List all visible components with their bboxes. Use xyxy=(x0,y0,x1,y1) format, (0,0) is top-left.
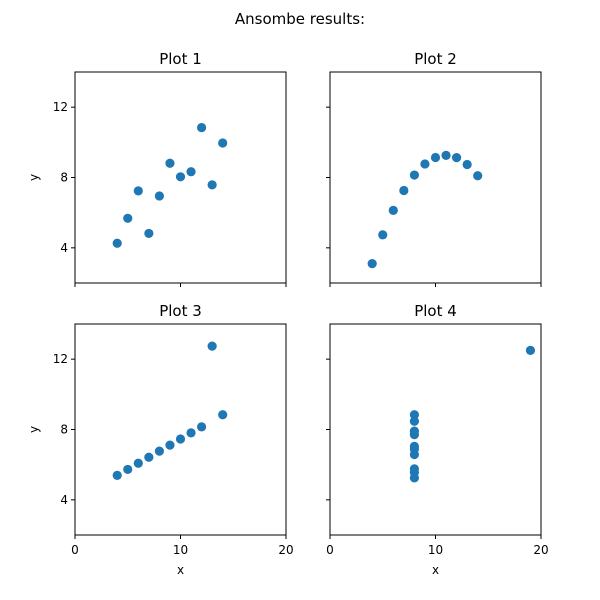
axis-ticks: 0 10 20 4 8 12 xyxy=(53,352,294,557)
scatter-point xyxy=(186,428,196,438)
scatter-point xyxy=(144,228,154,239)
x-tick-label: 20 xyxy=(533,543,548,557)
scatter-point xyxy=(133,186,143,196)
scatter-point xyxy=(409,467,419,478)
x-tick-label: 10 xyxy=(428,543,443,557)
subplot-1: Plot 1 y 4 8 12 xyxy=(27,50,287,287)
x-tick-label: 10 xyxy=(173,543,188,557)
subplot-title: Plot 1 xyxy=(159,50,202,68)
scatter-point xyxy=(409,410,419,420)
x-tick-label: 20 xyxy=(278,543,293,557)
scatter-point xyxy=(399,185,409,196)
scatter-point xyxy=(197,422,207,432)
subplot-3: Plot 3 y x 0 10 20 4 8 12 xyxy=(27,302,294,577)
scatter-point xyxy=(112,470,122,480)
y-tick-label: 8 xyxy=(60,423,68,437)
scatter-point xyxy=(123,213,133,223)
scatter-point xyxy=(123,464,133,475)
scatter-point xyxy=(175,172,186,182)
x-tick-label: 0 xyxy=(71,543,79,557)
scatter-point xyxy=(154,191,164,201)
axis-ticks xyxy=(326,106,542,287)
scatter-point xyxy=(218,138,228,148)
scatter-point xyxy=(409,444,419,454)
x-axis-label: x xyxy=(432,563,439,577)
subplot-title: Plot 4 xyxy=(414,302,457,320)
scatter-point xyxy=(378,230,388,240)
scatter-point xyxy=(197,122,207,133)
y-axis-label: y xyxy=(27,426,41,433)
axis-ticks: 0 10 20 xyxy=(326,358,549,557)
scatter-point xyxy=(112,238,122,248)
subplot-title: Plot 2 xyxy=(414,50,457,68)
scatter-point xyxy=(218,410,228,420)
subplot-title: Plot 3 xyxy=(159,302,202,320)
scatter-point xyxy=(473,171,483,181)
scatter-point xyxy=(388,205,398,215)
scatter-points xyxy=(409,345,536,483)
scatter-point xyxy=(207,341,217,351)
figure-suptitle: Ansombe results: xyxy=(235,10,365,28)
scatter-point xyxy=(462,159,472,170)
x-axis-label: x xyxy=(177,563,184,577)
x-tick-label: 0 xyxy=(326,543,334,557)
y-tick-label: 12 xyxy=(53,352,68,366)
scatter-point xyxy=(175,434,186,444)
scatter-point xyxy=(430,152,441,163)
scatter-points xyxy=(112,122,228,248)
scatter-point xyxy=(154,446,164,456)
scatter-points xyxy=(112,341,228,480)
scatter-point xyxy=(452,153,462,163)
axis-ticks: 4 8 12 xyxy=(53,100,287,287)
scatter-point xyxy=(207,180,217,190)
scatter-points xyxy=(367,150,483,269)
subplot-2: Plot 2 xyxy=(326,50,542,287)
scatter-point xyxy=(409,426,419,436)
scatter-point xyxy=(420,159,430,169)
y-axis-label: y xyxy=(27,174,41,181)
scatter-point xyxy=(367,259,377,269)
scatter-point xyxy=(409,170,419,180)
y-tick-label: 4 xyxy=(60,241,68,255)
scatter-point xyxy=(525,345,536,355)
scatter-point xyxy=(441,150,451,160)
scatter-point xyxy=(186,167,196,177)
scatter-point xyxy=(165,158,175,168)
scatter-point xyxy=(409,416,419,426)
y-tick-label: 12 xyxy=(53,100,68,114)
subplot-4: Plot 4 x 0 10 20 xyxy=(326,302,549,577)
scatter-point xyxy=(133,458,143,468)
y-tick-label: 4 xyxy=(60,493,68,507)
scatter-point xyxy=(144,452,154,462)
scatter-point xyxy=(165,440,175,450)
y-tick-label: 8 xyxy=(60,171,68,185)
